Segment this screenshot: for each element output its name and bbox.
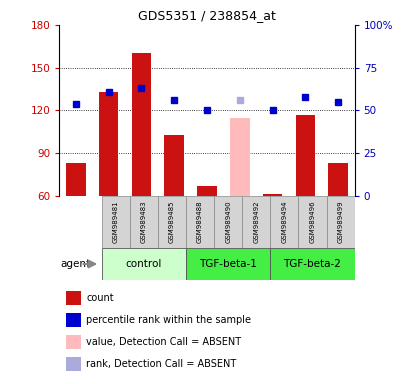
Text: GSM989494: GSM989494	[281, 200, 287, 243]
Title: GDS5351 / 238854_at: GDS5351 / 238854_at	[138, 9, 275, 22]
Bar	[326, 196, 354, 248]
Bar	[129, 196, 157, 248]
Text: GSM989492: GSM989492	[253, 200, 258, 243]
Bar	[298, 196, 326, 248]
Bar	[66, 291, 81, 305]
Text: rank, Detection Call = ABSENT: rank, Detection Call = ABSENT	[86, 359, 236, 369]
Bar	[270, 248, 354, 280]
Bar	[197, 186, 216, 196]
Text: percentile rank within the sample: percentile rank within the sample	[86, 315, 250, 325]
Bar	[66, 357, 81, 371]
Bar	[328, 163, 347, 196]
Text: TGF-beta-2: TGF-beta-2	[283, 259, 341, 269]
Text: GSM989490: GSM989490	[225, 200, 231, 243]
Bar	[229, 118, 249, 196]
Bar	[186, 196, 213, 248]
Bar	[99, 92, 118, 196]
Text: GSM989499: GSM989499	[337, 200, 343, 243]
Bar	[213, 196, 242, 248]
Text: value, Detection Call = ABSENT: value, Detection Call = ABSENT	[86, 337, 240, 347]
Text: GSM989488: GSM989488	[197, 200, 202, 243]
Bar	[270, 196, 298, 248]
Bar	[295, 115, 315, 196]
Bar	[164, 135, 184, 196]
Text: TGF-beta-1: TGF-beta-1	[199, 259, 256, 269]
Bar	[131, 53, 151, 196]
Text: count: count	[86, 293, 113, 303]
Bar	[101, 248, 186, 280]
Bar	[101, 196, 129, 248]
Bar	[66, 313, 81, 327]
Bar	[262, 194, 282, 196]
Text: GSM989481: GSM989481	[112, 200, 118, 243]
Bar	[66, 335, 81, 349]
Bar	[157, 196, 186, 248]
Text: GSM989485: GSM989485	[169, 200, 175, 243]
Text: control: control	[125, 259, 162, 269]
Text: GSM989483: GSM989483	[140, 200, 146, 243]
Bar	[66, 163, 85, 196]
Text: agent: agent	[61, 259, 91, 269]
Text: GSM989496: GSM989496	[309, 200, 315, 243]
Bar	[242, 196, 270, 248]
Bar	[186, 248, 270, 280]
